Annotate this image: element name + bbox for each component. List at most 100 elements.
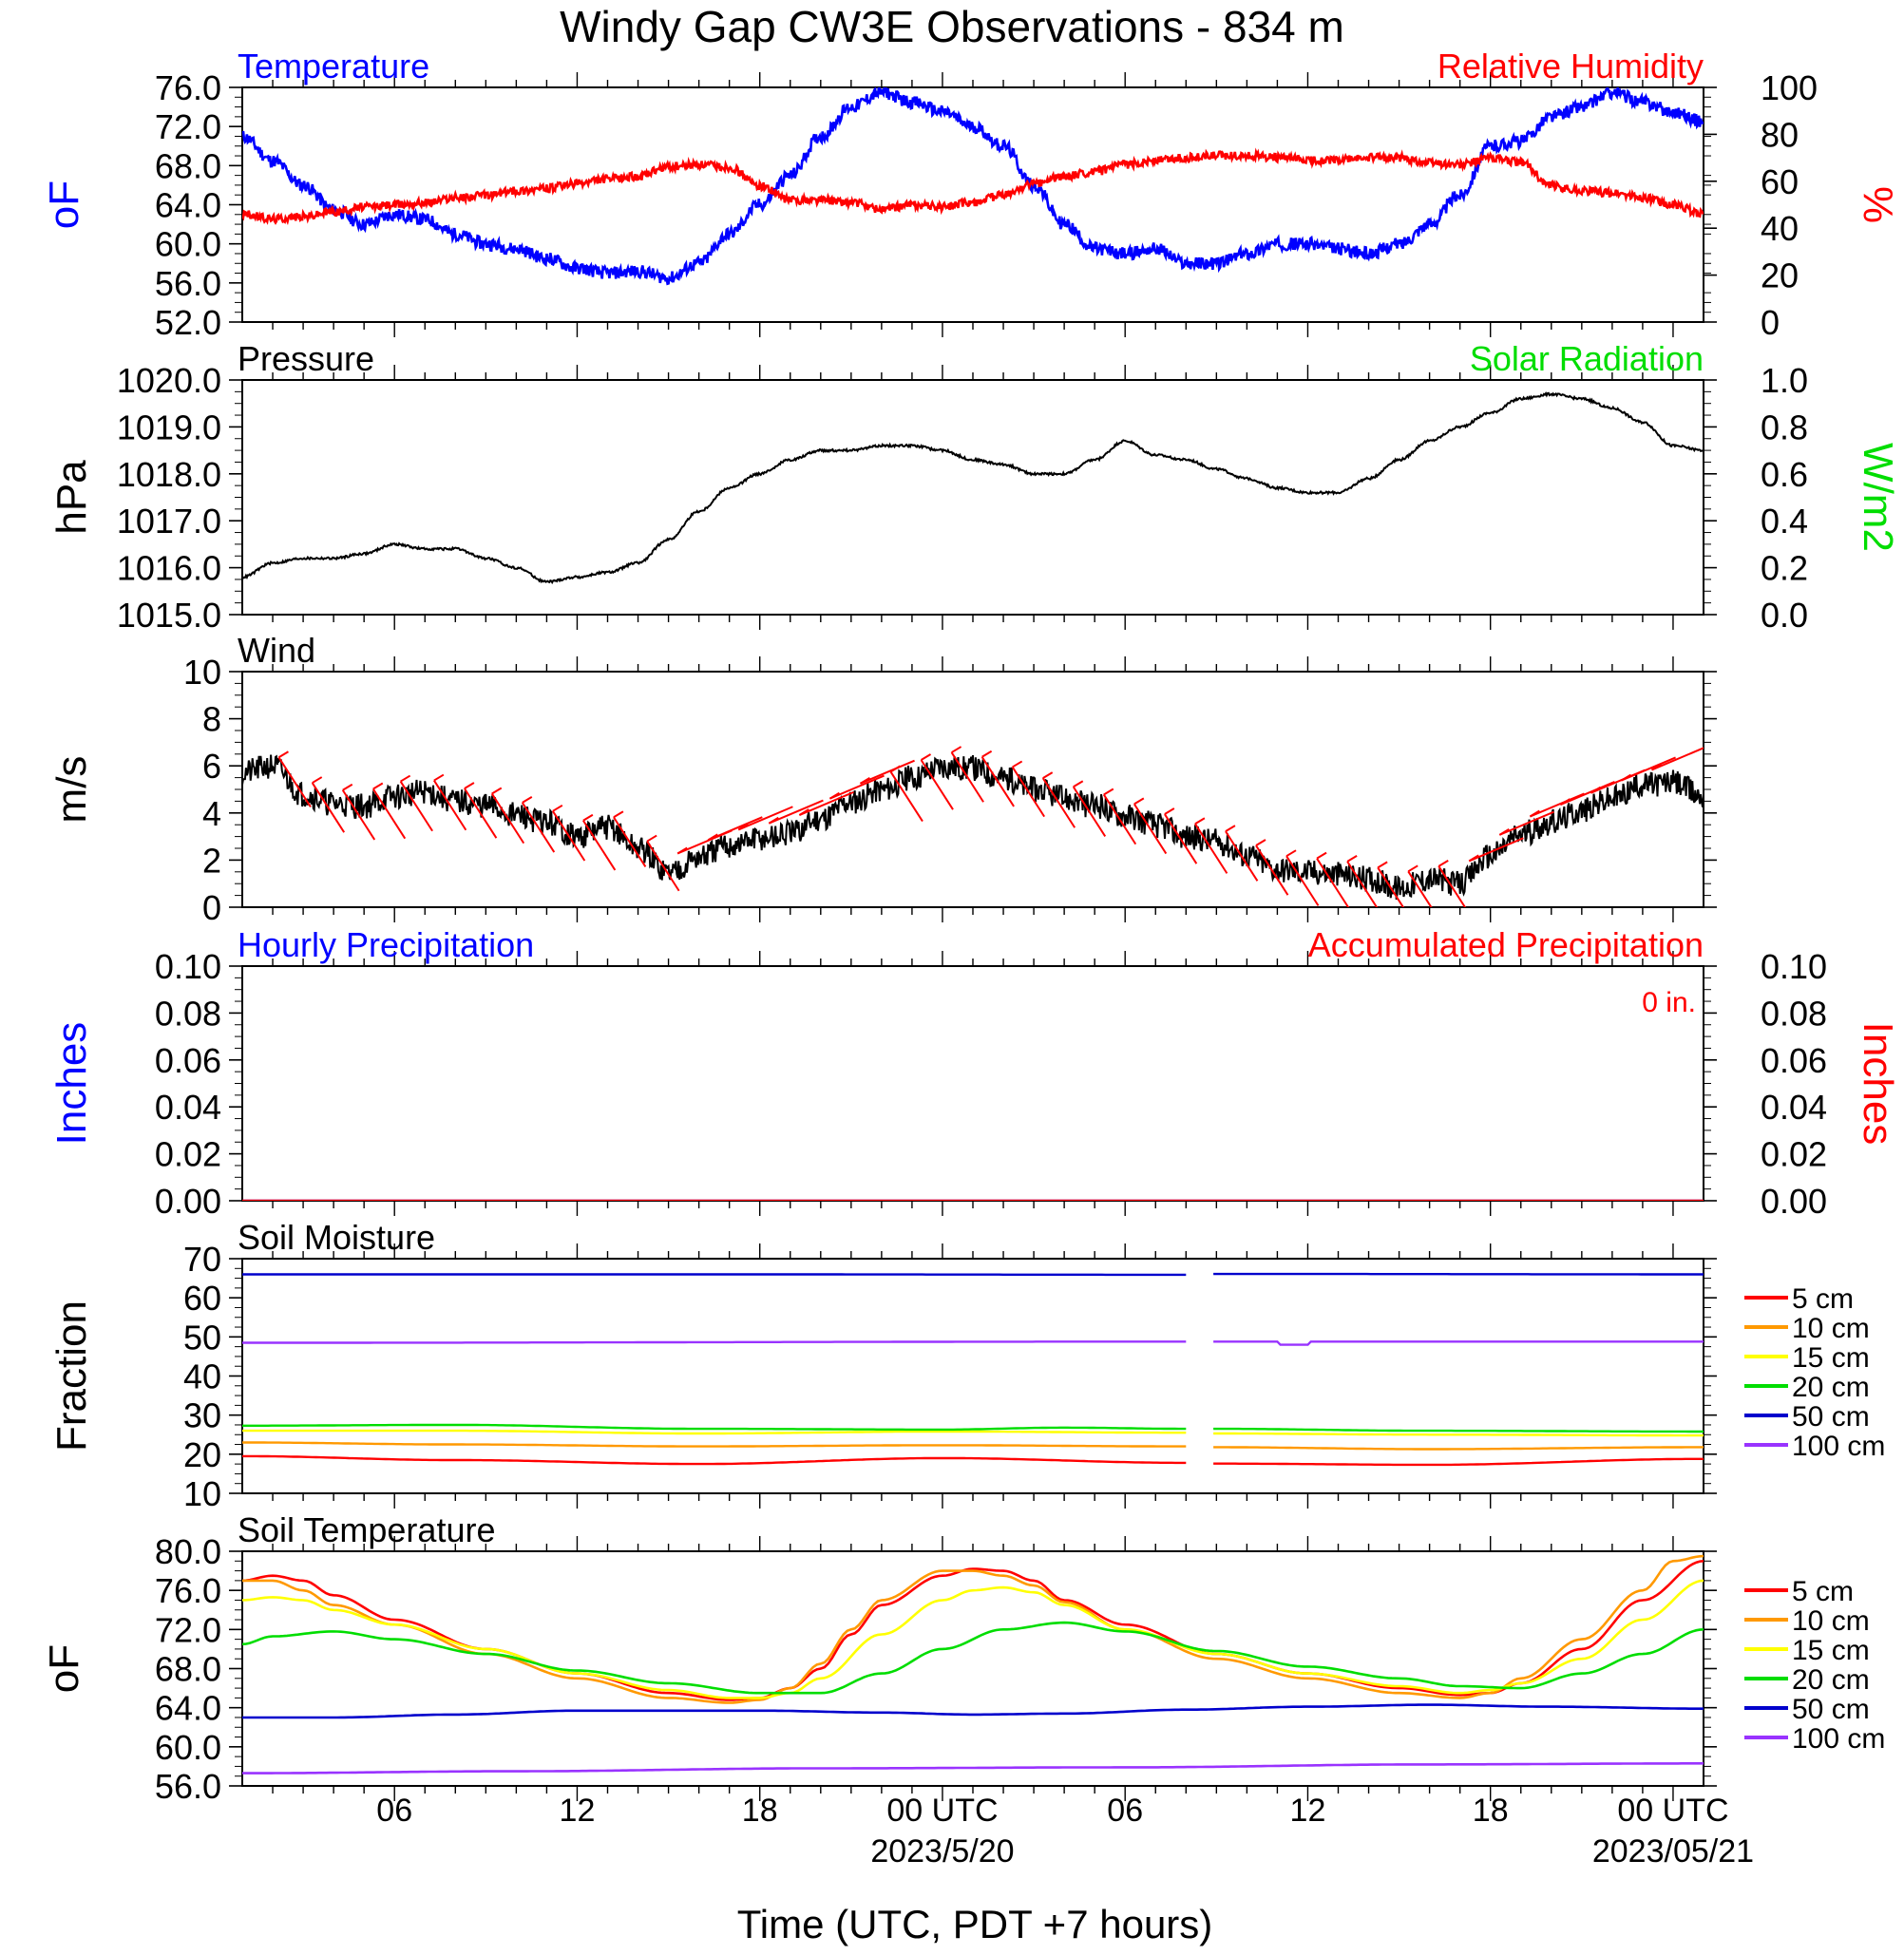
y-tick-label-left: 40 xyxy=(183,1357,221,1396)
legend-label: 20 cm xyxy=(1792,1664,1870,1696)
y-tick-label-left: 1020.0 xyxy=(117,361,221,400)
y-tick-label-right: 1.0 xyxy=(1761,361,1808,400)
time-axis-label: Time (UTC, PDT +7 hours) xyxy=(737,1902,1213,1946)
wind-barb xyxy=(1529,792,1585,818)
wind-barb-flag xyxy=(1103,788,1114,796)
wind-barb-flag xyxy=(342,783,353,791)
wind-barb xyxy=(1316,858,1350,907)
y-tick-label-left: 2 xyxy=(202,841,221,880)
y-tick-label-left: 10 xyxy=(183,1474,221,1513)
panel-wind: 10 8 6 4 2 0 Wind m/s xyxy=(48,631,1717,927)
series-line-5-cm xyxy=(242,1454,1187,1466)
wind-barb xyxy=(1102,793,1137,845)
y-tick-label-left: 0.08 xyxy=(155,994,221,1033)
y-axis-label-left: oF xyxy=(41,180,87,229)
wind-barb xyxy=(1498,810,1554,836)
y-tick-label-right: 100 xyxy=(1761,68,1818,107)
time-tick-label: 06 xyxy=(1107,1793,1143,1829)
series-line-50-cm xyxy=(242,1703,1704,1719)
wind-barb xyxy=(371,788,407,840)
y-axis-label-right: W/m2 xyxy=(1855,443,1901,552)
legend-label: 100 cm xyxy=(1792,1431,1885,1462)
y-tick-label-left: 1017.0 xyxy=(117,502,221,541)
y-tick-label-left: 60.0 xyxy=(155,1728,221,1767)
wind-barb xyxy=(1346,861,1379,907)
series-line-15-cm xyxy=(1213,1432,1704,1437)
wind-barb xyxy=(1468,837,1524,863)
y-tick-label-left: 68.0 xyxy=(155,146,221,185)
y-axis-label-left: oF xyxy=(41,1644,87,1693)
wind-barb-flag xyxy=(582,813,594,822)
series-line-15-cm xyxy=(242,1579,1704,1699)
y-tick-label-left: 70 xyxy=(183,1240,221,1279)
wind-barb-flag xyxy=(921,753,932,761)
wind-barb-flag xyxy=(798,808,809,816)
wind-barb-flag xyxy=(1285,849,1297,858)
wind-barb xyxy=(829,774,885,800)
wind-barb xyxy=(1255,845,1289,896)
y-tick-label-left: 0.02 xyxy=(155,1135,221,1174)
y-tick-label-left: 0.06 xyxy=(155,1041,221,1080)
wind-barb-flag xyxy=(1651,763,1663,771)
wind-barb xyxy=(1011,766,1045,818)
wind-barb-flag xyxy=(828,791,840,800)
wind-barb-flag xyxy=(1559,798,1571,806)
wind-barb xyxy=(1133,803,1168,855)
panel-title-left: Wind xyxy=(238,631,315,670)
wind-barb xyxy=(464,788,498,839)
time-tick-label: 18 xyxy=(1473,1793,1509,1829)
y-axis-label-left: m/s xyxy=(48,756,95,824)
legend-label: 20 cm xyxy=(1792,1372,1870,1403)
panels: 76.072.068.064.060.056.052.0100806040200… xyxy=(41,47,1901,1806)
wind-barb xyxy=(277,756,312,807)
series-line-10-cm xyxy=(242,1441,1187,1448)
wind-barb-flag xyxy=(1590,786,1601,794)
y-axis-label-right: Inches xyxy=(1855,1022,1901,1146)
wind-barb-flag xyxy=(1255,839,1266,846)
series-line-wind xyxy=(242,754,1704,901)
y-axis-label-right: % xyxy=(1855,186,1901,223)
wind-barb-flag xyxy=(1012,760,1023,769)
y-tick-label-right: 0.02 xyxy=(1761,1135,1827,1174)
y-tick-label-left: 1016.0 xyxy=(117,549,221,588)
y-tick-label-right: 40 xyxy=(1761,209,1799,248)
wind-barb xyxy=(433,780,467,831)
y-tick-label-right: 0.2 xyxy=(1761,549,1808,588)
wind-barb-flag xyxy=(372,782,384,790)
y-tick-label-left: 80.0 xyxy=(155,1532,221,1571)
series-line-10-cm xyxy=(1213,1446,1704,1451)
series-line-15-cm xyxy=(242,1429,1187,1435)
y-tick-label-left: 0 xyxy=(202,888,221,927)
time-tick-label: 18 xyxy=(742,1793,778,1829)
y-tick-label-right: 80 xyxy=(1761,115,1799,154)
y-tick-label-right: 0.8 xyxy=(1761,408,1808,446)
wind-barb-flag xyxy=(1438,859,1449,867)
y-tick-label-left: 72.0 xyxy=(155,1610,221,1649)
wind-barb xyxy=(950,751,984,803)
panel-title-left: Soil Temperature xyxy=(238,1510,495,1549)
wind-barb xyxy=(490,792,525,845)
wind-barb-flag xyxy=(1133,797,1145,806)
time-tick-date: 2023/5/20 xyxy=(870,1833,1014,1870)
wind-barb-flag xyxy=(1225,825,1236,833)
panel-title-left: Temperature xyxy=(238,47,429,85)
wind-barb-flag xyxy=(464,782,475,789)
plot-area xyxy=(242,1554,1704,1775)
plot-area xyxy=(242,87,1704,286)
legend-label: 10 cm xyxy=(1792,1605,1870,1637)
wind-barb xyxy=(1041,777,1076,828)
wind-barb xyxy=(521,802,556,853)
y-tick-label-left: 60.0 xyxy=(155,225,221,264)
y-tick-label-left: 1019.0 xyxy=(117,408,221,446)
wind-barb xyxy=(768,799,824,825)
series-line-pressure xyxy=(242,391,1704,585)
wind-barb xyxy=(1072,786,1107,837)
wind-barb xyxy=(860,759,915,785)
y-tick-label-left: 56.0 xyxy=(155,264,221,303)
wind-barb xyxy=(1164,813,1198,864)
time-tick-label: 00 UTC xyxy=(1617,1793,1728,1829)
wind-barb xyxy=(551,810,586,862)
wind-barb xyxy=(1225,830,1259,882)
wind-barb-flag xyxy=(737,823,749,831)
y-tick-label-left: 50 xyxy=(183,1318,221,1357)
